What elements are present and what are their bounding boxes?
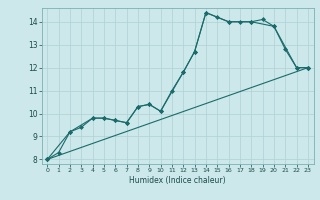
X-axis label: Humidex (Indice chaleur): Humidex (Indice chaleur) <box>129 176 226 185</box>
